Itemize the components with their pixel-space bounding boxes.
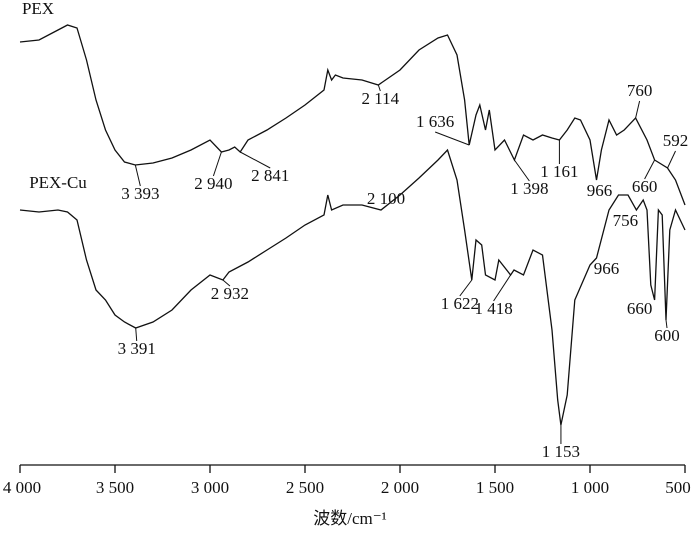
peak-label: 1 636 xyxy=(416,112,454,131)
peak-label: 2 100 xyxy=(367,189,405,208)
peak-label: 2 940 xyxy=(194,174,232,193)
peak-label: 660 xyxy=(627,299,653,318)
x-tick-label: 2 500 xyxy=(286,478,324,497)
leader-line xyxy=(635,100,641,119)
leader-line xyxy=(644,159,656,180)
leader-line xyxy=(493,274,511,302)
leader-line xyxy=(222,279,231,287)
peak-label: 966 xyxy=(594,259,620,278)
peak-label: 2 841 xyxy=(251,166,289,185)
x-tick-label: 3 000 xyxy=(191,478,229,497)
peak-label: 1 161 xyxy=(540,162,578,181)
x-tick-label: 3 500 xyxy=(96,478,134,497)
x-tick-label: 4 000 xyxy=(3,478,41,497)
peak-label: 592 xyxy=(663,131,689,150)
peak-label: 1 418 xyxy=(474,299,512,318)
peak-label: 1 398 xyxy=(510,179,548,198)
leader-line xyxy=(377,84,381,92)
peak-label: 660 xyxy=(632,177,658,196)
peak-label: 2 932 xyxy=(211,284,249,303)
x-tick-label: 2 000 xyxy=(381,478,419,497)
x-tick-label: 500 xyxy=(665,478,691,497)
x-tick-label: 1 500 xyxy=(476,478,514,497)
peak-label: 2 114 xyxy=(362,89,400,108)
leader-line xyxy=(434,131,470,146)
peak-label: 600 xyxy=(654,326,680,345)
leader-line xyxy=(459,279,473,297)
peak-label: 3 391 xyxy=(118,339,156,358)
peak-label: 760 xyxy=(627,81,653,100)
peak-label: 966 xyxy=(587,181,613,200)
series-label: PEX xyxy=(22,0,54,18)
leader-line xyxy=(134,164,141,187)
x-tick-label: 1 000 xyxy=(571,478,609,497)
peak-label: 1 153 xyxy=(542,442,580,461)
spectrum-line xyxy=(19,148,686,426)
leader-line xyxy=(667,150,676,169)
series-label: PEX-Cu xyxy=(29,173,87,192)
peak-label: 756 xyxy=(613,211,639,230)
leader-line xyxy=(212,151,222,177)
x-axis-title: 波数/cm⁻¹ xyxy=(313,509,387,528)
leader-line xyxy=(665,319,668,329)
spectrum-line xyxy=(19,24,686,206)
peak-label: 1 622 xyxy=(441,294,479,313)
leader-line xyxy=(239,151,271,169)
leader-line xyxy=(135,327,138,342)
peak-label: 3 393 xyxy=(121,184,159,203)
leader-line xyxy=(513,159,530,182)
